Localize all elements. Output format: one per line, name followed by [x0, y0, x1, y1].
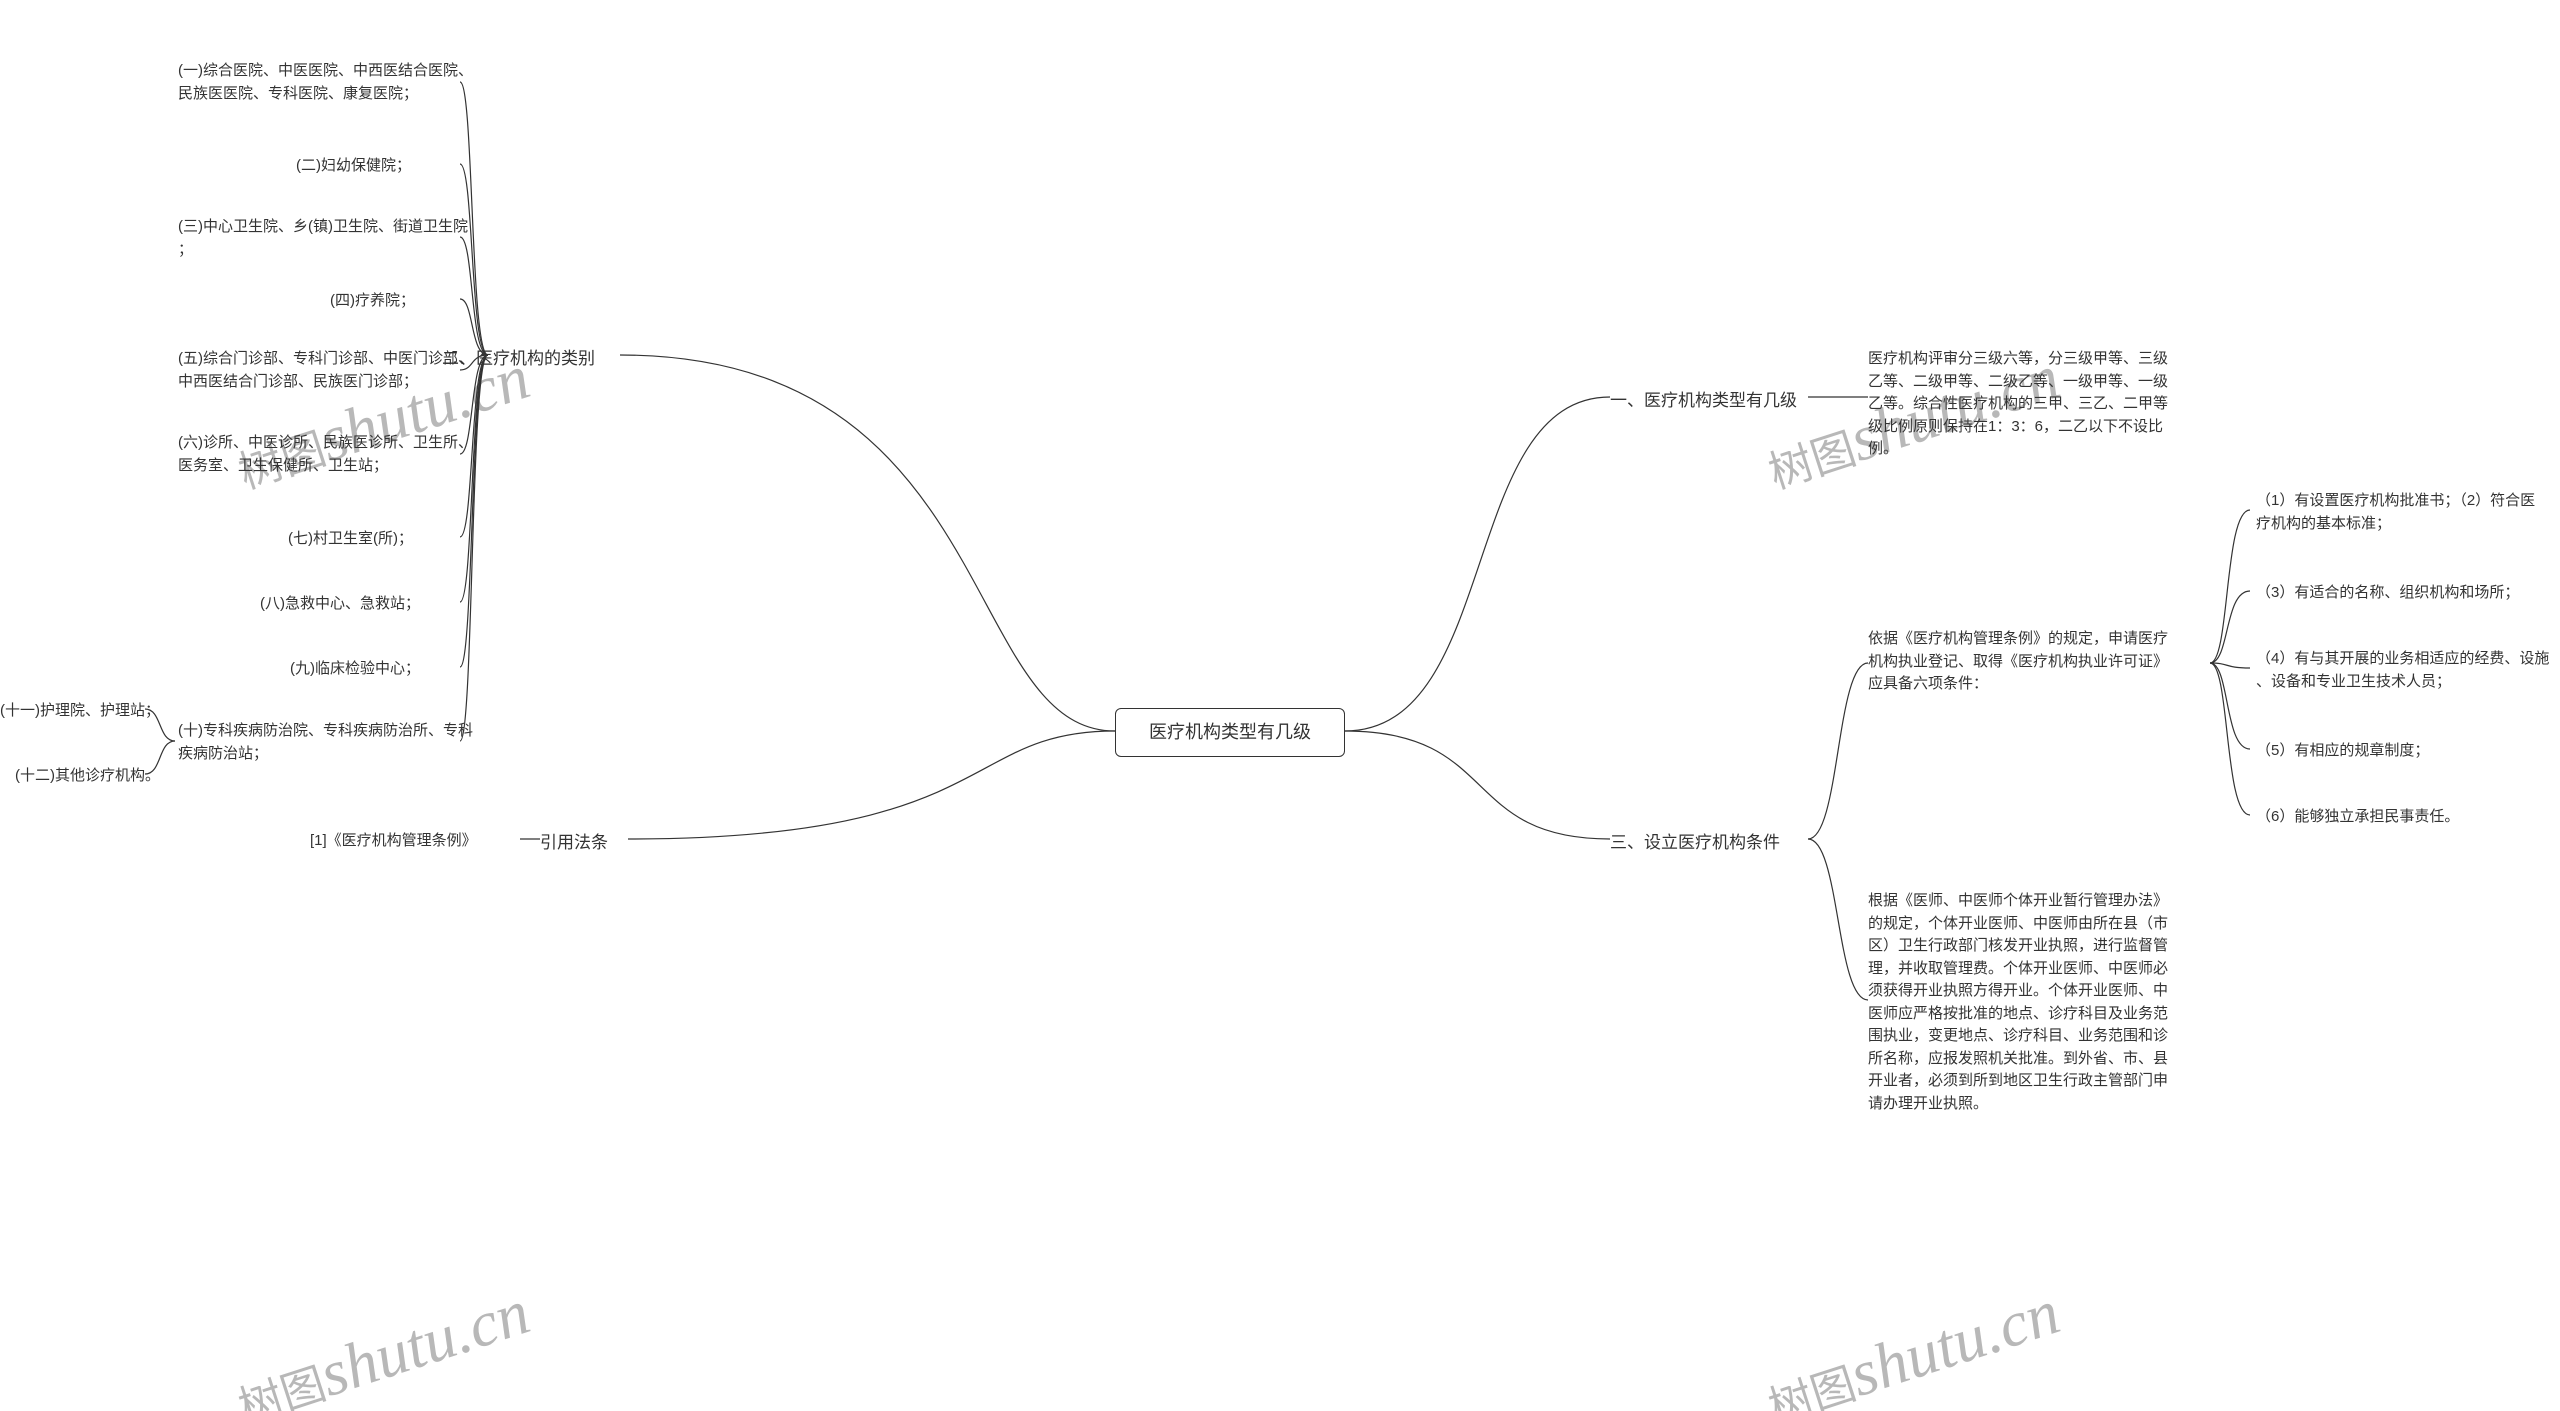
- leaf-cat-4: (四)疗养院；: [330, 290, 470, 313]
- leaf-levels-desc: 医疗机构评审分三级六等，分三级甲等、三级 乙等、二级甲等、二级乙等、一级甲等、一…: [1868, 348, 2208, 461]
- leaf-condition-6: （6）能够独立承担民事责任。: [2256, 806, 2556, 829]
- watermark-zh: 树图: [233, 1359, 332, 1411]
- leaf-cat-1: (一)综合医院、中医医院、中西医结合医院、 民族医医院、专科医院、康复医院；: [178, 60, 488, 105]
- leaf-cat-2: (二)妇幼保健院；: [296, 155, 466, 178]
- branch-establish-conditions[interactable]: 三、设立医疗机构条件: [1610, 830, 1810, 856]
- leaf-condition-3: （3）有适合的名称、组织机构和场所；: [2256, 582, 2556, 605]
- leaf-condition-5: （5）有相应的规章制度；: [2256, 740, 2556, 763]
- watermark-en: shutu.cn: [1841, 1276, 2068, 1410]
- edges-layer: [0, 0, 2560, 1411]
- leaf-cat-12: (十二)其他诊疗机构。: [0, 765, 160, 788]
- watermark-zh: 树图: [1763, 424, 1862, 498]
- leaf-cat-9: (九)临床检验中心；: [290, 658, 470, 681]
- watermark-zh: 树图: [1763, 1359, 1862, 1411]
- leaf-cat-10: (十)专科疾病防治院、专科疾病防治所、专科 疾病防治站；: [178, 720, 488, 765]
- leaf-condition-4: （4）有与其开展的业务相适应的经费、设施 、设备和专业卫生技术人员；: [2256, 648, 2556, 693]
- watermark: 树图shutu.cn: [227, 1275, 538, 1411]
- branch-cited-law[interactable]: 引用法条: [540, 830, 630, 856]
- branch-types-levels[interactable]: 一、医疗机构类型有几级: [1610, 388, 1810, 414]
- leaf-six-conditions-intro: 依据《医疗机构管理条例》的规定，申请医疗 机构执业登记、取得《医疗机构执业许可证…: [1868, 628, 2208, 696]
- root-node[interactable]: 医疗机构类型有几级: [1115, 708, 1345, 757]
- watermark-en: shutu.cn: [311, 1276, 538, 1410]
- leaf-cited-law-1: [1]《医疗机构管理条例》: [310, 830, 520, 853]
- leaf-condition-1-2: （1）有设置医疗机构批准书；（2）符合医 疗机构的基本标准；: [2256, 490, 2556, 535]
- leaf-cat-3: (三)中心卫生院、乡(镇)卫生院、街道卫生院 ；: [178, 216, 488, 261]
- leaf-cat-6: (六)诊所、中医诊所、民族医诊所、卫生所、 医务室、卫生保健所、卫生站；: [178, 432, 488, 477]
- leaf-individual-practice: 根据《医师、中医师个体开业暂行管理办法》 的规定，个体开业医师、中医师由所在县（…: [1868, 890, 2208, 1115]
- leaf-cat-8: (八)急救中心、急救站；: [260, 593, 460, 616]
- watermark: 树图shutu.cn: [1757, 1275, 2068, 1411]
- mindmap-canvas: 树图shutu.cn 树图shutu.cn 树图shutu.cn 树图shutu…: [0, 0, 2560, 1411]
- leaf-cat-7: (七)村卫生室(所)；: [288, 528, 468, 551]
- leaf-cat-5: (五)综合门诊部、专科门诊部、中医门诊部、 中西医结合门诊部、民族医门诊部；: [178, 348, 488, 393]
- leaf-cat-11: (十一)护理院、护理站；: [0, 700, 160, 723]
